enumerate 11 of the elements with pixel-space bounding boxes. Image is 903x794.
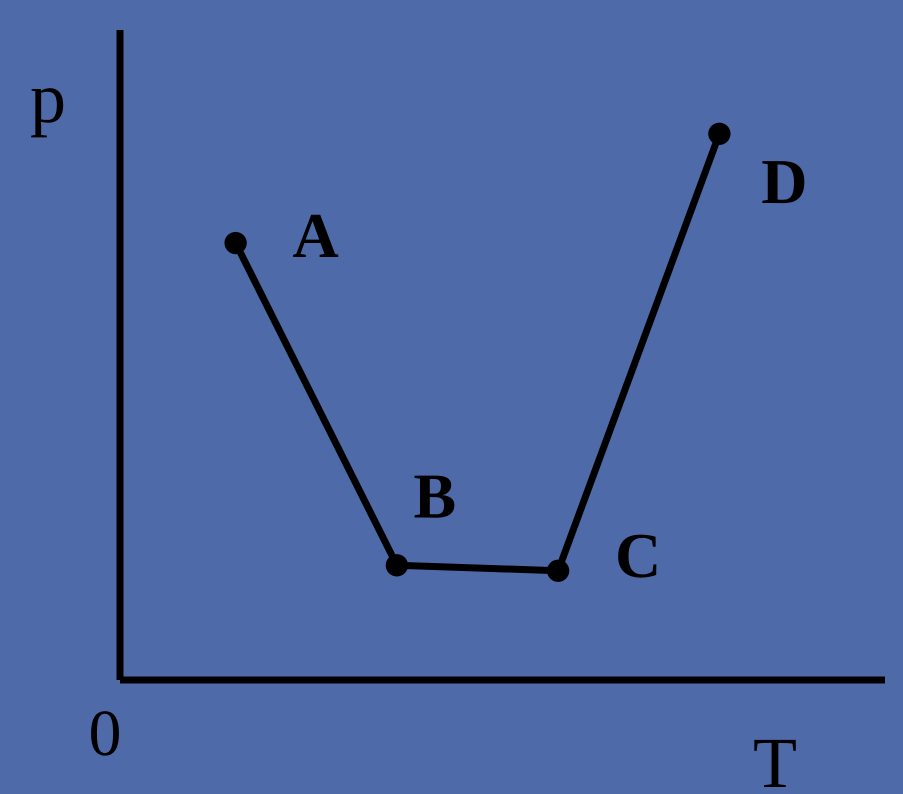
- point: [546, 560, 570, 582]
- x-axis-title: T: [753, 723, 797, 794]
- point: [386, 554, 408, 576]
- annotation: A: [292, 200, 339, 272]
- text: 0: [88, 697, 122, 770]
- annotation: D: [761, 146, 808, 217]
- annotation: B: [414, 460, 456, 532]
- y-axis-title: p: [30, 58, 66, 138]
- point: [708, 122, 731, 145]
- annotation: C: [615, 520, 662, 591]
- point: [224, 232, 247, 254]
